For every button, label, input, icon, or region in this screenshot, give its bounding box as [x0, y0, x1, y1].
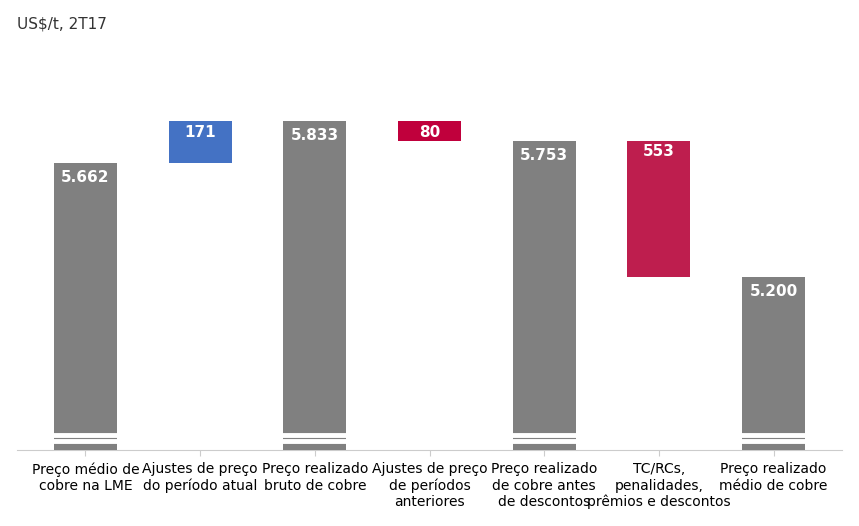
Text: 5.662: 5.662 — [61, 170, 110, 186]
Text: 80: 80 — [419, 125, 440, 139]
Text: 171: 171 — [185, 125, 216, 139]
Bar — [398, 121, 461, 140]
Bar — [627, 140, 691, 277]
Bar — [283, 121, 346, 450]
Text: 553: 553 — [643, 144, 675, 159]
Text: US$/t, 2T17: US$/t, 2T17 — [16, 17, 107, 32]
Text: 5.753: 5.753 — [520, 148, 569, 163]
Bar — [513, 140, 576, 450]
Text: 5.833: 5.833 — [290, 128, 339, 143]
Bar — [742, 277, 805, 450]
Bar — [54, 163, 117, 450]
Bar — [168, 121, 232, 163]
Text: 5.200: 5.200 — [749, 285, 798, 299]
